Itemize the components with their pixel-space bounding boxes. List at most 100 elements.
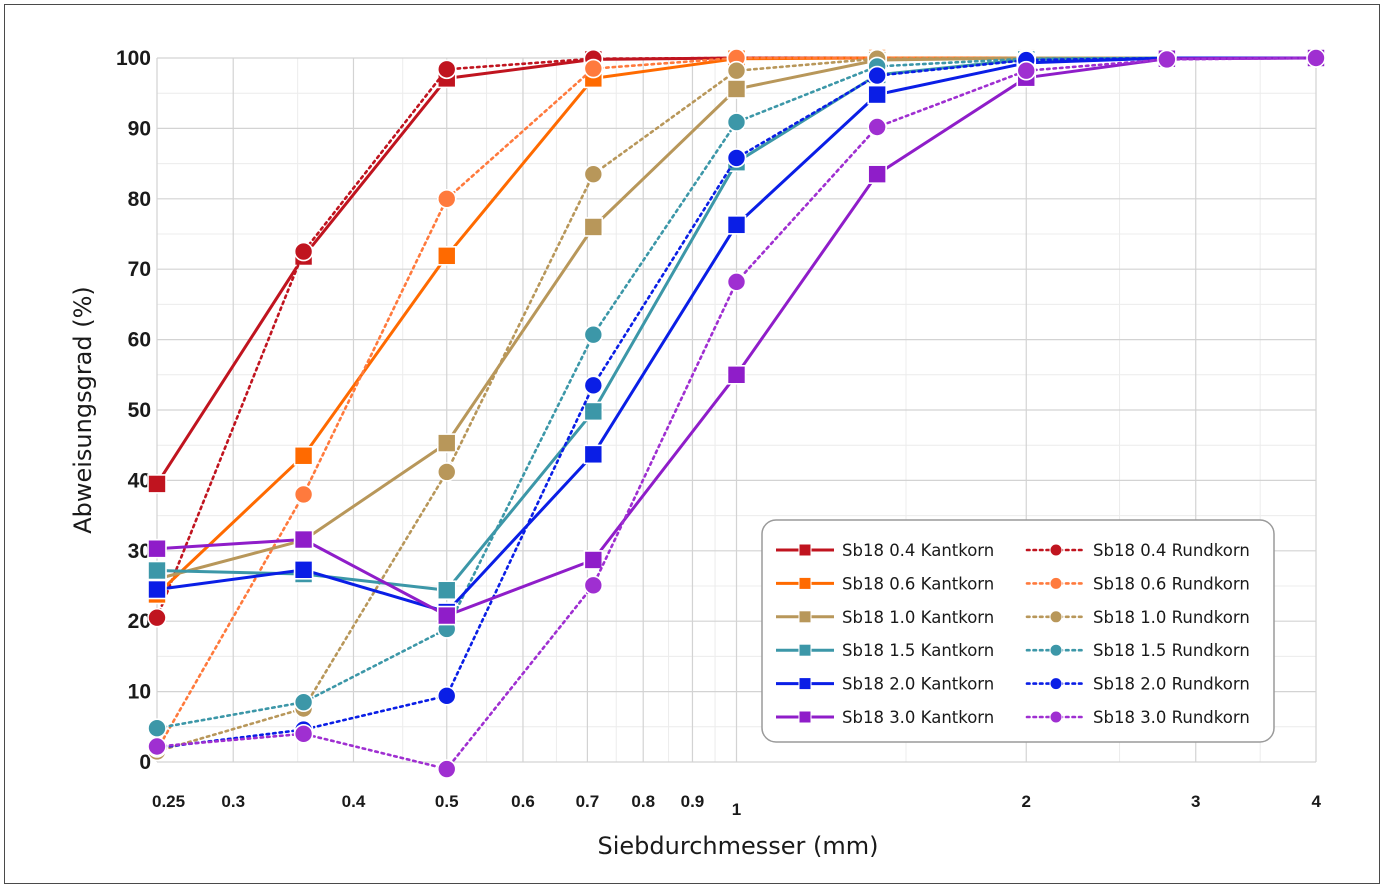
data-point [726, 215, 747, 235]
legend-label: Sb18 0.4 Rundkorn [1093, 541, 1250, 560]
x-axis-ticks: 0.25 0.3 0.4 0.5 0.6 0.7 0.8 0.9 1 2 3 4 [152, 792, 1322, 819]
y-tick-label: 80 [128, 188, 151, 211]
data-point [147, 718, 167, 739]
y-tick-label: 10 [128, 681, 151, 704]
legend-swatch-marker [798, 677, 812, 691]
legend-swatch-marker [798, 610, 812, 624]
data-point [436, 759, 457, 779]
y-tick-label: 60 [128, 329, 151, 352]
legend-box [761, 519, 1275, 743]
data-point [293, 241, 314, 262]
x-tick-label: 2 [1022, 792, 1031, 811]
y-axis-title: Abweisungsgrad (%) [69, 286, 97, 534]
data-point [147, 538, 167, 559]
legend-label: Sb18 3.0 Rundkorn [1093, 708, 1250, 727]
legend-label: Sb18 0.6 Kantkorn [842, 574, 994, 593]
data-point [867, 84, 887, 105]
legend-label: Sb18 3.0 Kantkorn [842, 708, 994, 727]
data-point [583, 324, 604, 345]
legend-swatch-marker [798, 643, 812, 657]
y-tick-label: 40 [128, 469, 151, 492]
legend-swatch-marker [1049, 710, 1063, 724]
y-tick-label: 100 [116, 47, 151, 70]
legend-label: Sb18 2.0 Rundkorn [1093, 675, 1250, 694]
legend-swatch-marker [798, 576, 812, 590]
data-point [726, 364, 747, 385]
data-point [726, 112, 747, 132]
data-point [436, 246, 457, 266]
data-point [583, 58, 604, 79]
y-axis-ticks: 0 10 20 30 40 50 60 70 80 90 100 [116, 47, 151, 774]
data-point [726, 272, 747, 292]
data-point [583, 217, 604, 237]
x-tick-label: 0.8 [631, 792, 655, 811]
data-point [436, 59, 457, 80]
data-point [436, 686, 457, 706]
x-tick-label: 0.4 [342, 792, 366, 811]
data-point [726, 79, 747, 99]
data-point [293, 445, 314, 466]
x-tick-label: 0.7 [576, 792, 600, 811]
legend-swatch-marker [798, 543, 812, 557]
data-point [293, 724, 314, 744]
data-point [1016, 60, 1037, 81]
data-point [293, 529, 314, 550]
y-tick-label: 30 [128, 540, 151, 563]
data-point [436, 433, 457, 453]
data-point [436, 189, 457, 209]
y-tick-label: 50 [128, 399, 151, 422]
legend-label: Sb18 0.6 Rundkorn [1093, 574, 1250, 593]
legend-label: Sb18 1.5 Kantkorn [842, 641, 994, 660]
series-layer [147, 48, 1326, 779]
x-axis-title: Siebdurchmesser (mm) [598, 832, 879, 860]
legend-swatch-marker [1049, 643, 1063, 657]
data-point [583, 575, 604, 596]
legend-label: Sb18 1.0 Kantkorn [842, 608, 994, 627]
data-point [436, 605, 457, 626]
data-point [583, 401, 604, 422]
data-point [726, 148, 747, 168]
series-12 [147, 48, 1326, 779]
data-point [147, 474, 167, 494]
data-point [867, 65, 887, 86]
legend-swatch-marker [1049, 576, 1063, 590]
data-point [1306, 48, 1326, 68]
x-tick-label: 0.9 [681, 792, 705, 811]
data-point [867, 164, 887, 184]
data-point [147, 560, 167, 581]
data-point [583, 550, 604, 570]
x-tick-label: 0.5 [435, 792, 459, 811]
data-point [436, 580, 457, 601]
data-point [147, 579, 167, 600]
data-point [293, 692, 314, 712]
data-point [293, 560, 314, 580]
legend-swatch-marker [1049, 610, 1063, 624]
data-point [583, 164, 604, 184]
legend-label: Sb18 2.0 Kantkorn [842, 675, 994, 694]
x-tick-label: 4 [1312, 792, 1322, 811]
y-tick-label: 0 [139, 751, 151, 774]
legend-label: Sb18 0.4 Kantkorn [842, 541, 994, 560]
data-point [583, 375, 604, 396]
data-point [867, 117, 887, 137]
legend-label: Sb18 1.5 Rundkorn [1093, 641, 1250, 660]
data-point [293, 484, 314, 505]
legend: Sb18 0.4 Kantkorn Sb18 0.4 Rundkorn Sb18 0… [761, 519, 1275, 743]
y-tick-label: 20 [128, 610, 151, 633]
x-tick-label: 3 [1191, 792, 1200, 811]
legend-swatch-marker [1049, 677, 1063, 691]
legend-label: Sb18 1.0 Rundkorn [1093, 608, 1250, 627]
x-tick-label: 1 [732, 800, 741, 819]
data-point [726, 60, 747, 81]
x-tick-label: 0.25 [152, 792, 185, 811]
data-point [147, 736, 167, 757]
data-point [583, 444, 604, 465]
y-tick-label: 90 [128, 117, 151, 140]
x-tick-label: 0.3 [221, 792, 245, 811]
data-point [436, 462, 457, 482]
chart-frame: 0 10 20 30 40 50 60 70 80 90 100 0.25 0.3 0.4 0.5 0.6 0… [4, 4, 1380, 884]
legend-swatch-marker [1049, 543, 1063, 557]
y-tick-label: 70 [128, 258, 151, 281]
data-point [1157, 49, 1177, 70]
